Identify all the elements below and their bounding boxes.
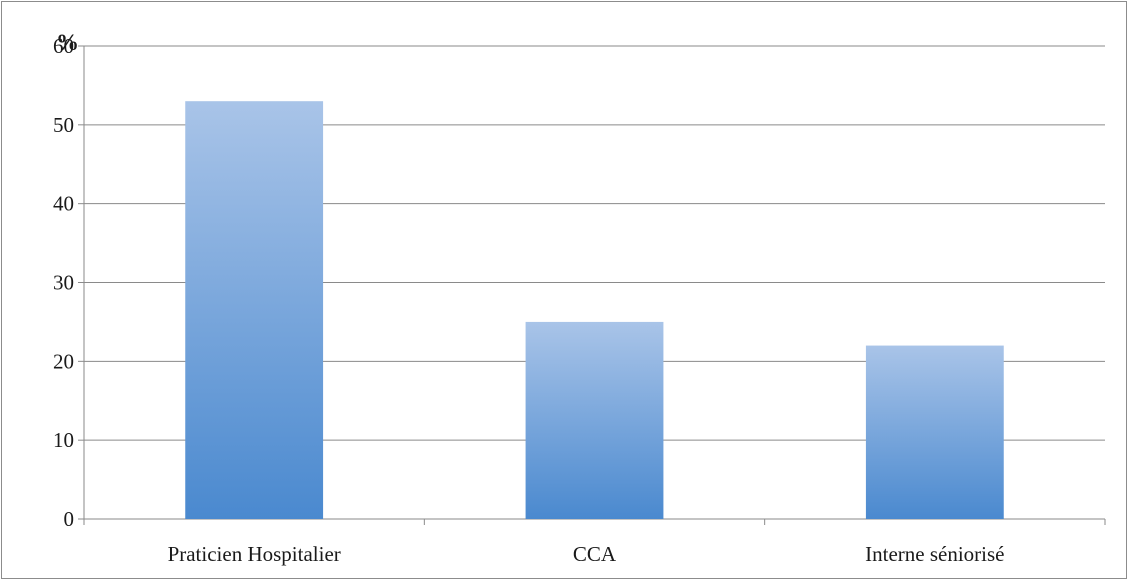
bars	[185, 101, 1004, 519]
x-category-label: Interne séniorisé	[865, 542, 1004, 566]
y-tick-label: 0	[64, 507, 75, 531]
x-category-label: Praticien Hospitalier	[168, 542, 341, 566]
bar-2	[525, 321, 664, 519]
y-tick-label: 40	[53, 192, 74, 216]
y-tick-label: 10	[53, 428, 74, 452]
y-tick-label: 30	[53, 271, 74, 295]
y-tick-labels: 0 10 20 30 40 50 60	[53, 34, 74, 531]
bar-3	[865, 345, 1004, 519]
y-tick-label: 50	[53, 113, 74, 137]
bar-1	[185, 101, 324, 519]
x-category-label: CCA	[573, 542, 617, 566]
y-tick-label: 60	[53, 34, 74, 58]
y-tick-label: 20	[53, 349, 74, 373]
y-unit-label: %	[56, 30, 79, 55]
x-category-labels: Praticien Hospitalier CCA Interne sénioris…	[168, 542, 1005, 566]
